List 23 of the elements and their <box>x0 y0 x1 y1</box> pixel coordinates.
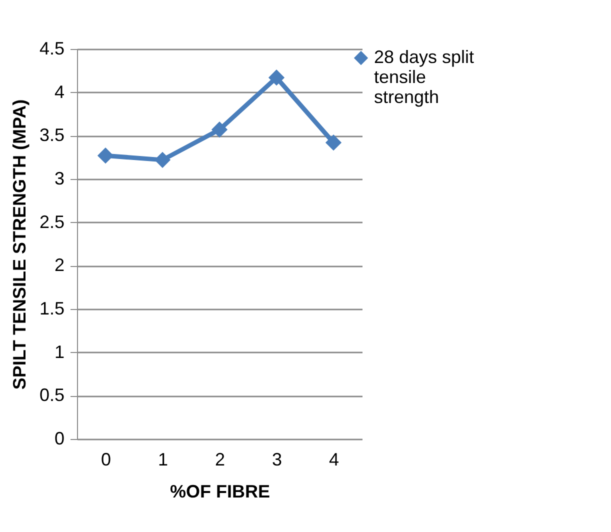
y-tick-label: 0 <box>54 428 64 448</box>
legend-label: 28 days split tensile strength <box>374 47 474 107</box>
point <box>97 148 114 164</box>
x-tick-label: 0 <box>100 450 112 470</box>
y-tick-label: 4 <box>54 82 64 102</box>
y-tick-label: 4.5 <box>39 38 64 58</box>
y-axis-title: SPILT TENSILE STRENGTH (MPA) <box>9 99 30 390</box>
y-tick-label: 1 <box>54 342 64 362</box>
x-tick-label: 4 <box>328 450 340 470</box>
x-axis-title: %OF FIBRE <box>170 482 270 502</box>
y-tick-label: 3 <box>54 168 64 188</box>
y-tick-label: 3.5 <box>39 125 64 146</box>
x-tick-label: 3 <box>272 450 282 470</box>
x-tick-label: 1 <box>158 450 168 470</box>
y-tick-label: 2 <box>54 255 64 276</box>
x-tick-label: 2 <box>214 450 226 470</box>
point <box>268 70 285 86</box>
y-tick-label: 0.5 <box>39 385 64 406</box>
point <box>325 134 342 151</box>
point <box>154 152 171 168</box>
y-tick-label: 1.5 <box>39 298 64 318</box>
y-tick-label: 2.5 <box>39 212 64 232</box>
point <box>211 122 228 138</box>
